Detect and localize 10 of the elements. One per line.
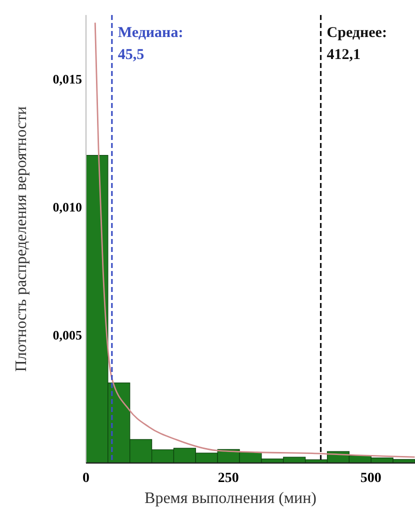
y-tick-label: 0,015 [52, 72, 82, 87]
y-tick-label: 0,005 [52, 328, 82, 343]
y-axis-title: Плотность распределения вероятности [13, 106, 30, 372]
x-tick-label: 250 [218, 471, 239, 486]
x-axis-title: Время выполнения (мин) [144, 490, 316, 507]
y-tick-label: 0,010 [52, 200, 82, 215]
ref-line-label: Среднее: 412,1 [326, 25, 387, 63]
ref-line-label: Медиана: 45,5 [118, 25, 184, 63]
x-tick-label: 0 [82, 471, 90, 486]
x-tick-label: 500 [360, 471, 382, 486]
